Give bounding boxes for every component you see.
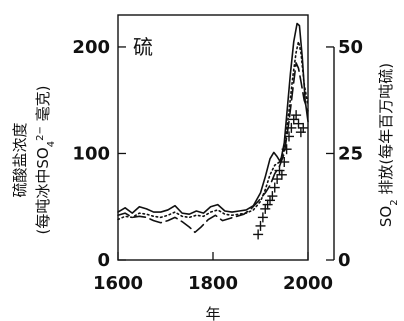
series-4-point-18 xyxy=(293,118,304,129)
series-2-line xyxy=(117,40,309,221)
series-4-point-15 xyxy=(286,122,297,133)
series-4-point-11 xyxy=(276,169,287,180)
series-4-point-7 xyxy=(267,191,278,202)
series-3-line xyxy=(117,62,309,234)
x-tick-label-1600: 1600 xyxy=(93,273,143,294)
series-4-point-8 xyxy=(269,182,280,193)
x-tick-label-2000: 2000 xyxy=(283,273,333,294)
y-left-tick-label-0: 0 xyxy=(97,250,110,271)
y-axis-left-label-line1: 硫酸盐浓度 xyxy=(11,122,29,197)
y-right-tick-label-25: 25 xyxy=(338,143,363,164)
series-4-point-10 xyxy=(274,165,285,176)
y-axis-right-label-tail: 排放(每年百万吨硫) xyxy=(377,63,395,199)
series-4-point-6 xyxy=(265,195,275,206)
series-4-point-14 xyxy=(284,131,294,142)
plot-layer xyxy=(117,22,309,240)
y-axis-left-label-sub: 4 xyxy=(46,141,57,147)
series-4-point-13 xyxy=(281,144,292,155)
y-axis-left-label-tail: 毫克) xyxy=(34,86,52,127)
series-4-point-4 xyxy=(260,203,271,214)
series-4-point-1 xyxy=(253,229,264,240)
series-4-point-2 xyxy=(255,220,266,231)
y-right-tick-label-50: 50 xyxy=(338,37,363,58)
series-4-point-20 xyxy=(298,122,309,133)
y-axis-right-label: SO2 排放(每年百万吨硫) xyxy=(377,63,400,227)
y-axis-left-label-line2: (每吨冰中SO42− 毫克) xyxy=(34,86,57,235)
series-4-point-19 xyxy=(295,127,306,138)
y-axis-left-label-line2-main: (每吨冰中SO xyxy=(34,147,52,234)
series-4-point-17 xyxy=(291,110,302,121)
axis-layer xyxy=(117,14,335,261)
y-axis-right-label-prefix: SO xyxy=(377,206,395,227)
y-left-tick-label-200: 200 xyxy=(72,37,110,58)
x-tick-label-1800: 1800 xyxy=(188,273,238,294)
series-4-point-3 xyxy=(257,212,268,223)
y-axis-right-label-sub: 2 xyxy=(389,199,400,205)
series-4-point-9 xyxy=(272,174,283,185)
chart-annotation: 硫 xyxy=(133,35,153,59)
series-1-line xyxy=(117,22,309,215)
x-axis-label: 年 xyxy=(205,305,220,321)
y-left-tick-label-100: 100 xyxy=(72,143,110,164)
y-axis-left-label-sup: 2− xyxy=(35,126,46,141)
series-4-point-12 xyxy=(279,157,290,167)
series-4-point-5 xyxy=(262,199,273,210)
y-right-tick-label-0: 0 xyxy=(338,250,351,271)
series-4-point-16 xyxy=(288,114,299,125)
